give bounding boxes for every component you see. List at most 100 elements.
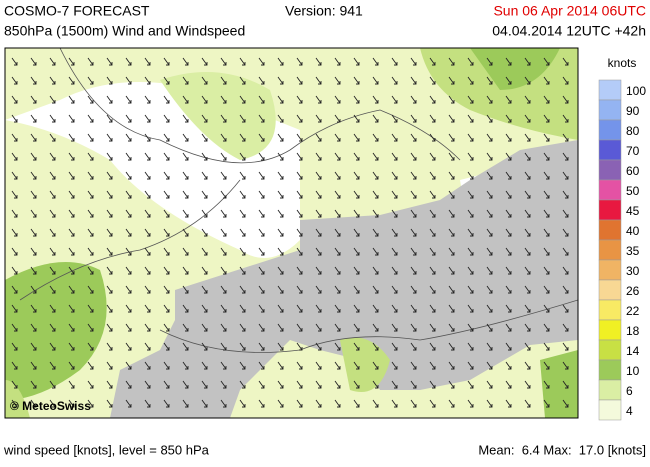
legend-label: 35 <box>626 244 640 258</box>
wind-arrow <box>543 76 550 85</box>
wind-arrow <box>182 304 189 313</box>
wind-arrow <box>30 228 37 237</box>
wind-arrow <box>448 171 455 180</box>
wind-arrow <box>87 152 94 161</box>
wind-arrow <box>448 399 455 408</box>
wind-arrow <box>410 57 417 66</box>
wind-arrow <box>182 399 189 408</box>
wind-arrow <box>125 247 132 256</box>
wind-arrow <box>334 361 341 370</box>
wind-arrow <box>448 361 455 370</box>
wind-arrow <box>11 152 18 161</box>
wind-arrow <box>220 171 227 180</box>
wind-arrow <box>106 380 113 389</box>
wind-area <box>5 262 107 400</box>
legend-swatch <box>598 319 622 341</box>
wind-arrow <box>68 152 75 161</box>
wind-arrow <box>543 95 550 104</box>
wind-arrow <box>258 323 265 332</box>
wind-arrow <box>486 95 493 104</box>
wind-arrow <box>410 304 417 313</box>
wind-arrow <box>467 399 474 408</box>
wind-arrow <box>524 380 531 389</box>
wind-arrow <box>30 114 37 123</box>
legend-swatch <box>598 179 622 201</box>
wind-arrow <box>448 228 455 237</box>
subtitle: 850hPa (1500m) Wind and Windspeed <box>4 23 245 39</box>
wind-arrow <box>429 323 436 332</box>
wind-arrow <box>505 76 512 85</box>
wind-arrow <box>220 57 227 66</box>
wind-arrow <box>49 247 56 256</box>
wind-arrow <box>486 285 493 294</box>
wind-arrow <box>467 342 474 351</box>
wind-arrow <box>486 228 493 237</box>
wind-arrow <box>505 247 512 256</box>
wind-arrow <box>505 114 512 123</box>
wind-arrow <box>258 209 265 218</box>
wind-arrow <box>258 361 265 370</box>
wind-arrow <box>448 342 455 351</box>
wind-arrow <box>296 57 303 66</box>
wind-arrow <box>87 76 94 85</box>
wind-arrow <box>163 323 170 332</box>
wind-arrow <box>87 114 94 123</box>
wind-arrow <box>410 266 417 275</box>
wind-arrow <box>562 133 569 142</box>
wind-arrow <box>277 380 284 389</box>
wind-arrow <box>68 285 75 294</box>
wind-arrow <box>486 133 493 142</box>
wind-arrow <box>201 95 208 104</box>
wind-arrow <box>277 247 284 256</box>
wind-arrow <box>334 228 341 237</box>
wind-arrow <box>372 380 379 389</box>
wind-arrow <box>106 285 113 294</box>
legend-label: 6 <box>626 384 633 398</box>
wind-arrow <box>144 228 151 237</box>
wind-arrow <box>391 342 398 351</box>
wind-arrow <box>239 342 246 351</box>
wind-arrow <box>562 95 569 104</box>
legend-label: 30 <box>626 264 640 278</box>
wind-arrow <box>505 323 512 332</box>
wind-arrow <box>448 304 455 313</box>
wind-arrow <box>296 228 303 237</box>
wind-arrow <box>258 285 265 294</box>
wind-arrow <box>201 57 208 66</box>
wind-arrow <box>30 266 37 275</box>
wind-arrow <box>30 285 37 294</box>
legend-swatch <box>598 259 622 281</box>
wind-arrow <box>524 399 531 408</box>
wind-arrow <box>467 361 474 370</box>
wind-arrow <box>182 114 189 123</box>
wind-arrow <box>87 285 94 294</box>
wind-arrow <box>448 114 455 123</box>
run-time: 04.04.2014 12UTC +42h <box>492 23 646 39</box>
wind-arrow <box>201 228 208 237</box>
wind-arrow <box>296 361 303 370</box>
wind-arrow <box>467 380 474 389</box>
wind-arrow <box>106 152 113 161</box>
wind-arrow <box>277 133 284 142</box>
wind-arrow <box>353 304 360 313</box>
legend-swatch <box>598 359 622 381</box>
wind-arrow <box>505 304 512 313</box>
wind-arrow <box>106 399 113 408</box>
wind-arrow <box>87 171 94 180</box>
wind-arrow <box>277 190 284 199</box>
wind-arrow <box>296 285 303 294</box>
wind-arrow <box>410 380 417 389</box>
wind-arrow <box>220 209 227 218</box>
wind-arrow <box>486 57 493 66</box>
wind-arrow <box>372 57 379 66</box>
wind-arrow <box>258 380 265 389</box>
wind-arrow <box>543 266 550 275</box>
wind-arrow <box>467 285 474 294</box>
wind-arrow <box>258 304 265 313</box>
wind-arrow <box>524 57 531 66</box>
wind-arrow <box>277 266 284 275</box>
wind-arrow <box>391 76 398 85</box>
legend-label: 40 <box>626 224 640 238</box>
wind-arrow <box>277 323 284 332</box>
wind-arrow <box>448 57 455 66</box>
